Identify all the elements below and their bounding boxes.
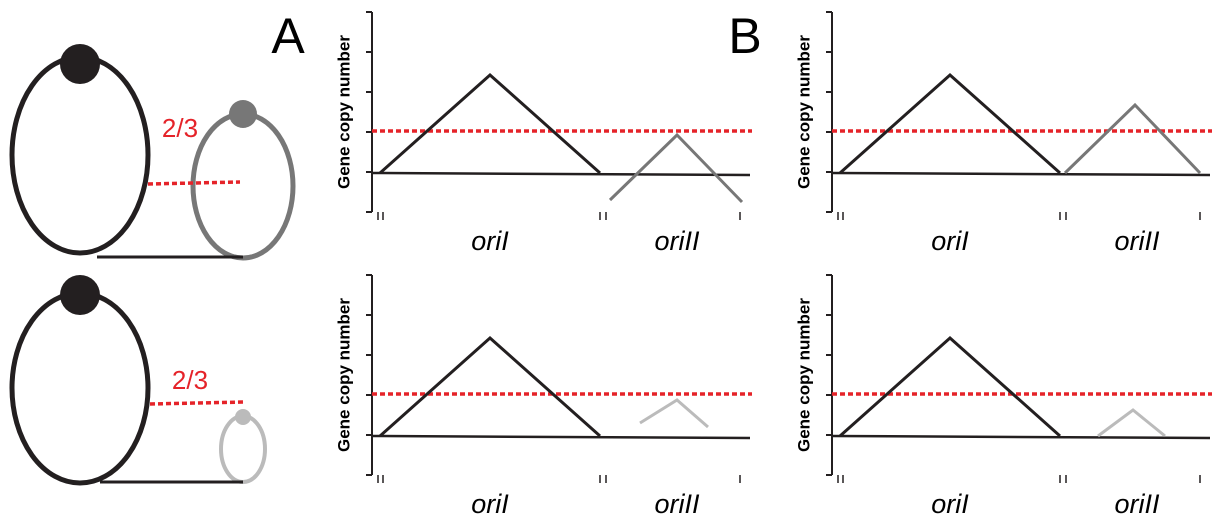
oriI-peak [379,335,601,438]
chromosome-diagram: 2/3 [9,275,267,486]
copy-number-plot: Gene copy number oriI oriII [794,274,1212,517]
copy-number-plot: Gene copy number oriI oriII [794,11,1212,256]
y-axis-label: Gene copy number [334,298,353,452]
oriI-peak [839,72,1061,175]
chromosome-one [9,290,151,486]
chromosome-two [219,414,267,484]
oriI-peak [379,72,601,175]
x-axis-label: oriII [1114,226,1160,256]
chromosome-one [9,54,151,256]
oriI-peak [839,335,1061,438]
chromosome-diagram: 2/3 [9,44,296,261]
chromosome-two [190,111,296,261]
threshold-line [147,180,241,186]
oriII-peak [1097,408,1166,438]
origin [229,100,257,128]
x-axis-label: oriII [1114,489,1160,517]
y-axis-label: Gene copy number [794,35,813,189]
baseline [831,171,1211,177]
baseline [371,434,751,440]
ratio-label: 2/3 [162,113,198,143]
x-axis-label: oriI [471,489,509,517]
origin [60,275,100,315]
baseline [371,171,751,177]
x-axis-label: oriII [654,226,700,256]
threshold-line [149,400,246,406]
ratio-label: 2/3 [172,365,208,395]
copy-number-plot: Gene copy number oriI oriII [334,11,752,256]
origin [60,44,100,84]
origin [235,409,251,425]
oriII-peak [639,398,709,429]
y-axis-label: Gene copy number [334,35,353,189]
panel-letter: A [271,8,305,64]
x-axis-label: oriI [931,226,969,256]
oriII-peak [1063,102,1202,175]
copy-number-plot: Gene copy number oriI oriII [334,274,752,517]
oriII-peak [608,132,744,204]
baseline [831,434,1211,440]
x-axis-label: oriI [471,226,509,256]
y-axis-label: Gene copy number [794,298,813,452]
x-axis-label: oriII [654,489,700,517]
panel-letter: B [728,8,761,64]
x-axis-label: oriI [931,489,969,517]
